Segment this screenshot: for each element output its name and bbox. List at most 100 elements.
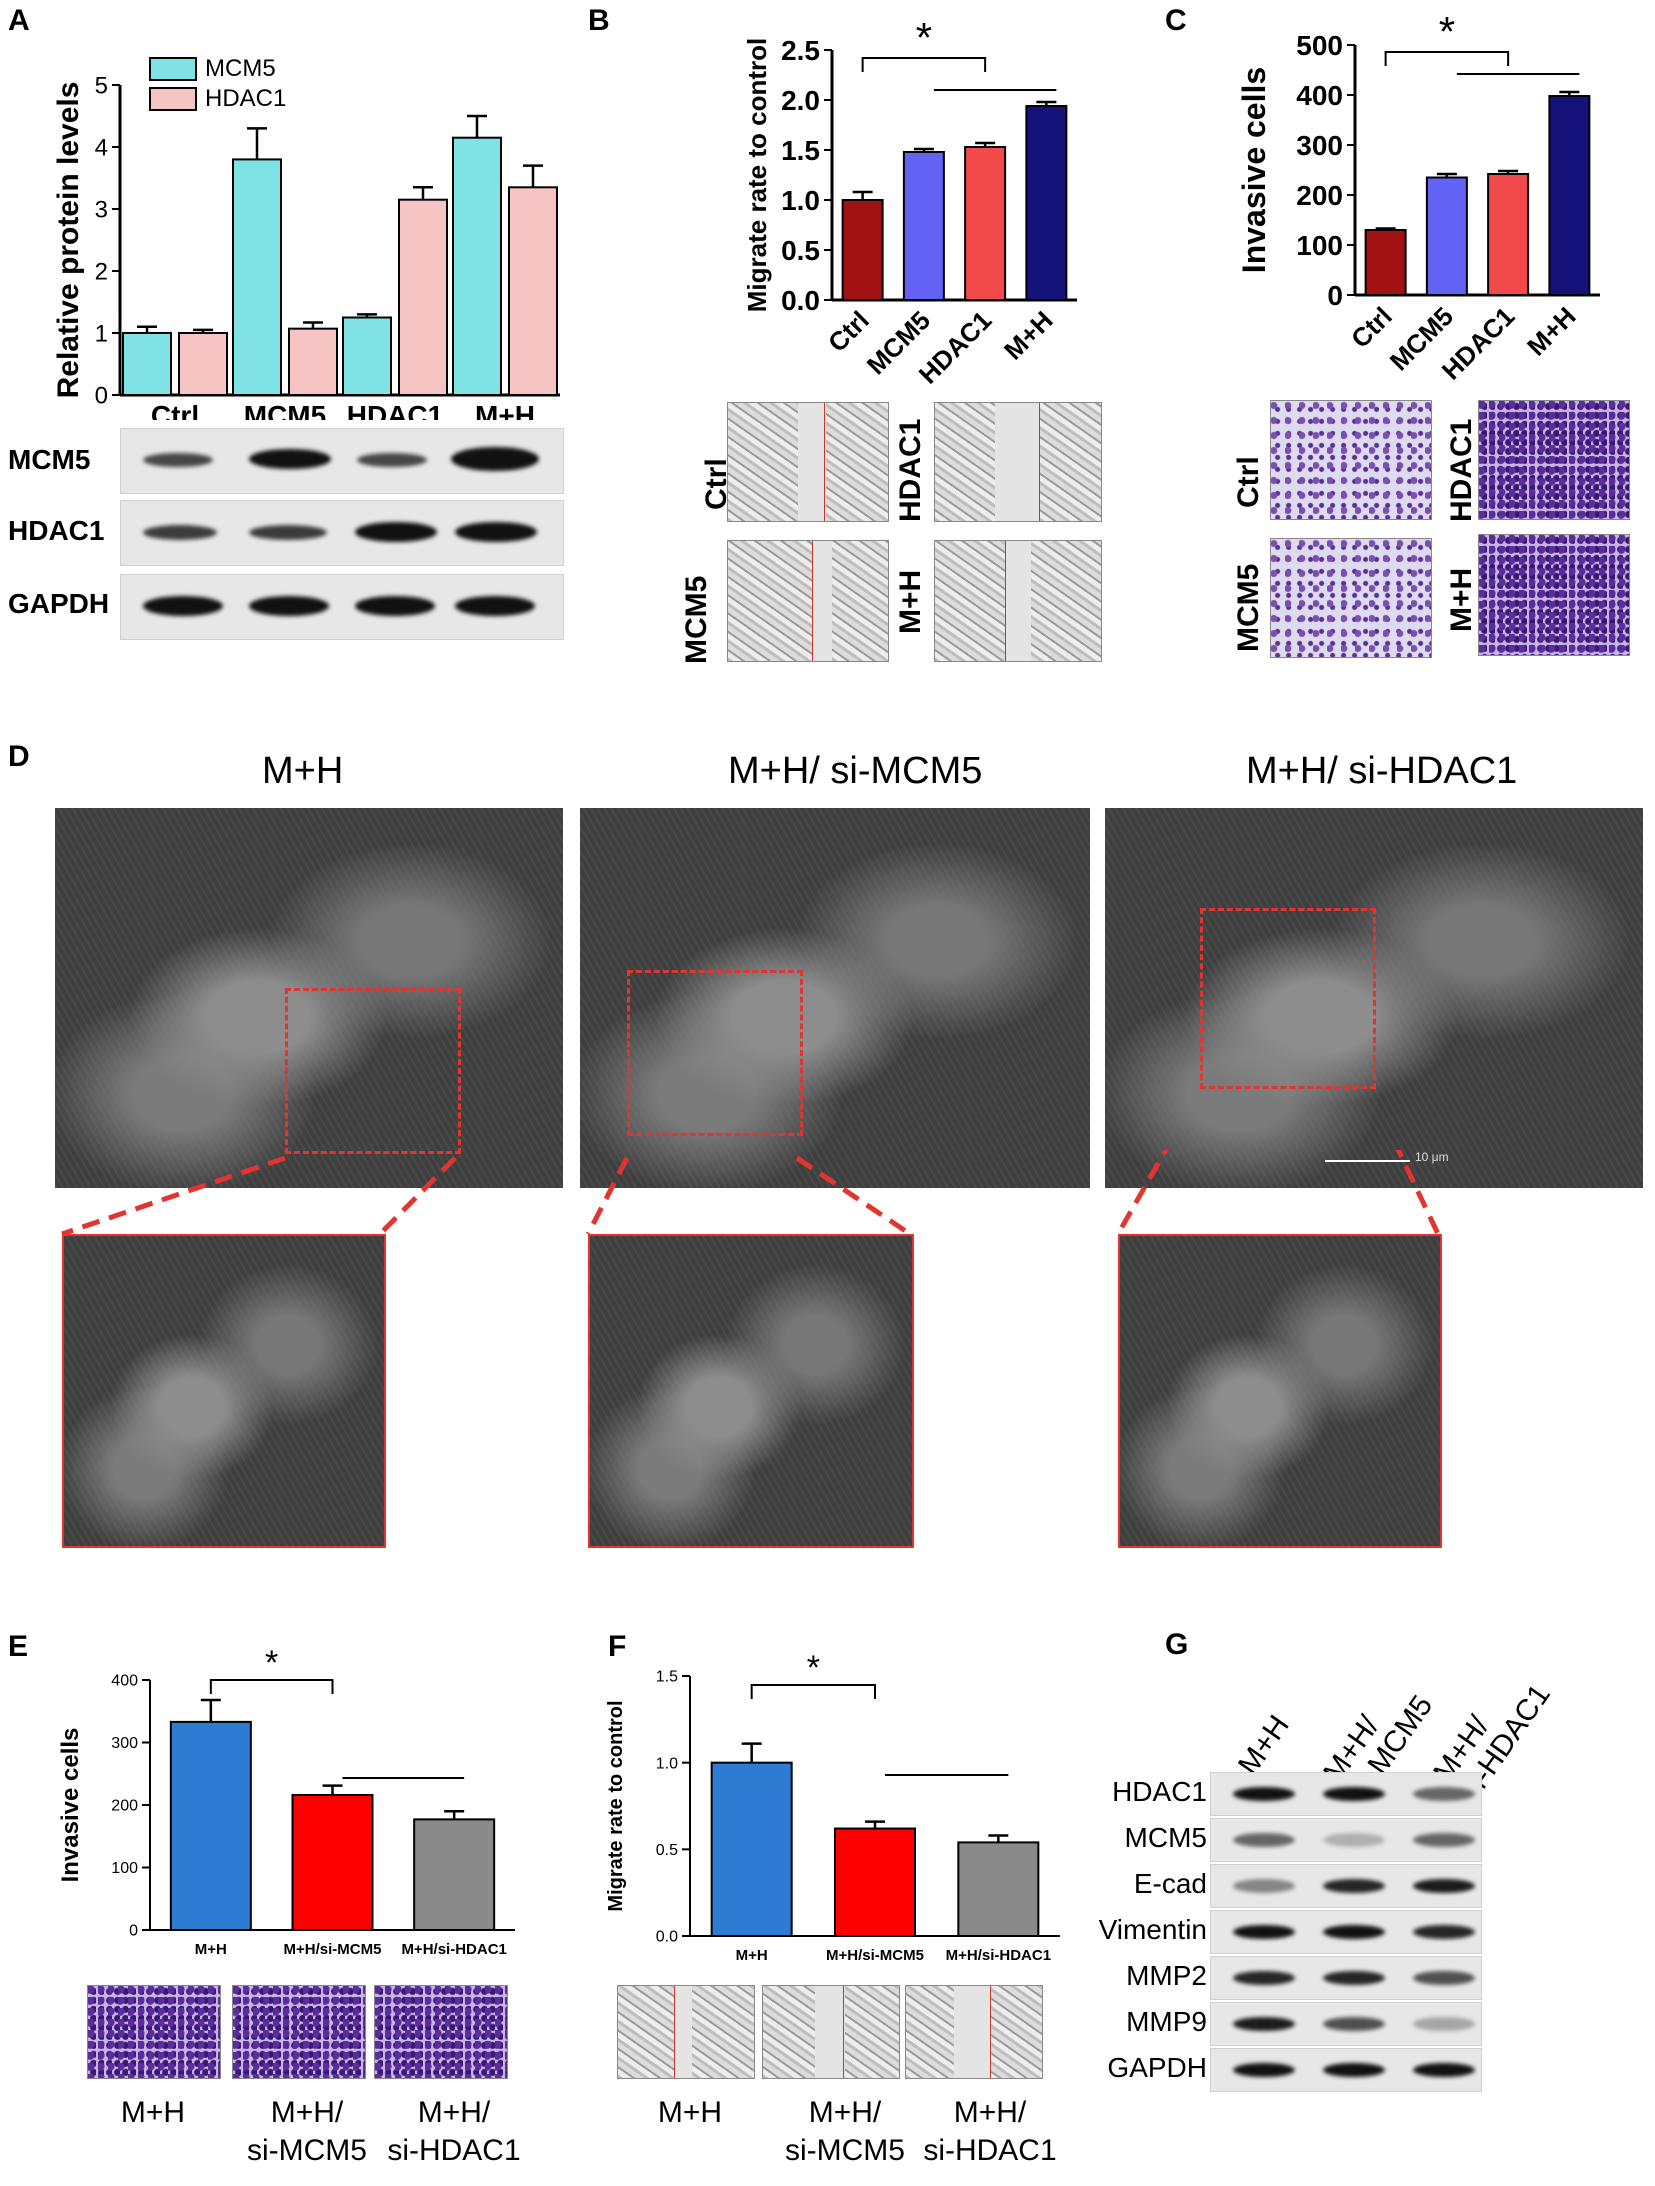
- scale-bar-label: 10 μm: [1415, 1150, 1449, 1164]
- band: [1413, 1833, 1475, 1847]
- y-axis-label: Migrate rate to control: [605, 1700, 627, 1911]
- band: [355, 522, 437, 542]
- scratch-image-mcm5: [727, 540, 889, 662]
- band: [1233, 1787, 1295, 1801]
- band: [451, 447, 539, 471]
- blot-g-col-mh: M+H: [1232, 1709, 1296, 1781]
- caption-text: M+H/ si-HDAC1: [387, 2096, 521, 2167]
- blot-a-label-hdac1: HDAC1: [8, 515, 105, 546]
- y-tick-label: 0.0: [781, 285, 820, 316]
- significance-star: *: [265, 1644, 278, 1682]
- x-tick-label: M+H: [998, 305, 1059, 366]
- panel-label-e: E: [8, 1630, 29, 1663]
- bar: [232, 158, 282, 396]
- bar: [413, 1818, 496, 1931]
- band: [357, 453, 427, 467]
- sem-image-mh: [55, 808, 563, 1188]
- band: [1323, 1925, 1385, 1939]
- caption-e-si-hdac1: M+H/ si-HDAC1: [374, 2094, 534, 2170]
- thumb-b-label-mh: M+H: [894, 569, 927, 634]
- band: [1323, 1879, 1385, 1893]
- panel-label-g: G: [1165, 1628, 1189, 1661]
- blot-g-row: [1210, 1910, 1482, 1954]
- y-tick-label: 4: [95, 134, 108, 161]
- bar: [452, 136, 502, 396]
- blot-g-label: GAPDH: [1107, 2052, 1207, 2083]
- thumb-c-label-mcm5: MCM5: [1232, 563, 1265, 652]
- bar: [841, 199, 884, 301]
- y-tick-label: 400: [1296, 80, 1343, 111]
- caption-f-mh: M+H: [640, 2094, 740, 2132]
- band: [1233, 1925, 1295, 1939]
- x-tick-label: M+H: [1521, 301, 1582, 362]
- band: [455, 596, 535, 616]
- band: [1233, 1879, 1295, 1893]
- y-tick-label: 3: [95, 196, 108, 223]
- bar: [1548, 95, 1591, 296]
- band: [355, 596, 435, 616]
- x-tick-label: M+H: [736, 1947, 768, 1964]
- blot-g-label: MCM5: [1124, 1822, 1207, 1853]
- chart-f: 0.0 0.5 1.0 1.5 Migrate rate to control M+H M+…: [605, 1649, 1060, 1964]
- scratch-image-f-si-mcm5: [762, 1985, 900, 2079]
- scratch-image-f-mh: [617, 1985, 755, 2079]
- y-tick-label: 0: [95, 382, 108, 409]
- bar: [1487, 173, 1530, 296]
- legend-label: MCM5: [205, 55, 276, 82]
- bar: [178, 332, 228, 396]
- significance-star: *: [916, 14, 932, 61]
- x-tick-label: Ctrl: [151, 400, 199, 420]
- band: [455, 522, 537, 542]
- y-tick-label: 0.5: [781, 235, 820, 266]
- thumb-b-label-mcm5: MCM5: [680, 575, 713, 664]
- blot-g-row: [1210, 1864, 1482, 1908]
- y-axis-label: Relative protein levels: [52, 82, 85, 399]
- band: [1413, 1879, 1475, 1893]
- band: [1413, 1971, 1475, 1985]
- y-tick-label: 1.5: [781, 135, 820, 166]
- scratch-image-f-si-hdac1: [905, 1985, 1043, 2079]
- bar: [710, 1761, 793, 1937]
- sem-title-si-mcm5: M+H/ si-MCM5: [728, 750, 983, 792]
- x-tick-label: HDAC1: [347, 400, 443, 420]
- sem-zoom-mh: [62, 1234, 386, 1548]
- transwell-image-ctrl: [1270, 400, 1432, 520]
- y-tick-label: 100: [1296, 230, 1343, 261]
- caption-f-si-hdac1: M+H/ si-HDAC1: [910, 2094, 1070, 2170]
- caption-text: M+H: [657, 2096, 723, 2129]
- y-axis-label: Invasive cells: [57, 1728, 84, 1883]
- transwell-image-e-si-mcm5: [232, 1985, 366, 2079]
- transwell-image-e-mh: [87, 1985, 221, 2079]
- bar: [834, 1827, 916, 1938]
- chart-e: 0 100 200 300 400 Invasive cells M+H M+H/si-MCM…: [57, 1644, 515, 1958]
- y-tick-label: 0: [129, 1923, 138, 1940]
- bar: [902, 151, 945, 301]
- panel-label-d: D: [8, 740, 30, 773]
- significance-bracket: [861, 57, 987, 72]
- legend-swatch: [149, 87, 197, 111]
- y-tick-label: 200: [1296, 180, 1343, 211]
- x-tick-label: M+H/si-HDAC1: [401, 1941, 506, 1958]
- y-tick-label: 2.5: [781, 35, 820, 66]
- y-tick-label: 2.0: [781, 85, 820, 116]
- blot-g-row: [1210, 2002, 1482, 2046]
- panel-label-c: C: [1165, 4, 1187, 37]
- band: [1233, 1833, 1295, 1847]
- transwell-image-mh: [1478, 534, 1630, 656]
- y-tick-label: 300: [111, 1735, 138, 1752]
- significance-bracket: [209, 1679, 334, 1694]
- x-tick-label: Ctrl: [822, 305, 875, 358]
- blot-a-gapdh: [120, 574, 564, 640]
- band: [1323, 1833, 1385, 1847]
- transwell-image-hdac1: [1478, 400, 1630, 520]
- y-tick-label: 1.0: [656, 1755, 678, 1772]
- caption-e-mh: M+H: [98, 2094, 208, 2132]
- bar: [342, 316, 392, 396]
- scratch-image-ctrl: [727, 402, 889, 522]
- blot-a-label-mcm5: MCM5: [8, 444, 91, 475]
- y-tick-label: 2: [95, 258, 108, 285]
- significance-bracket: [750, 1684, 876, 1699]
- scratch-image-mh: [934, 540, 1102, 662]
- panel-label-b: B: [588, 4, 610, 37]
- blot-g-label: E-cad: [1133, 1868, 1207, 1899]
